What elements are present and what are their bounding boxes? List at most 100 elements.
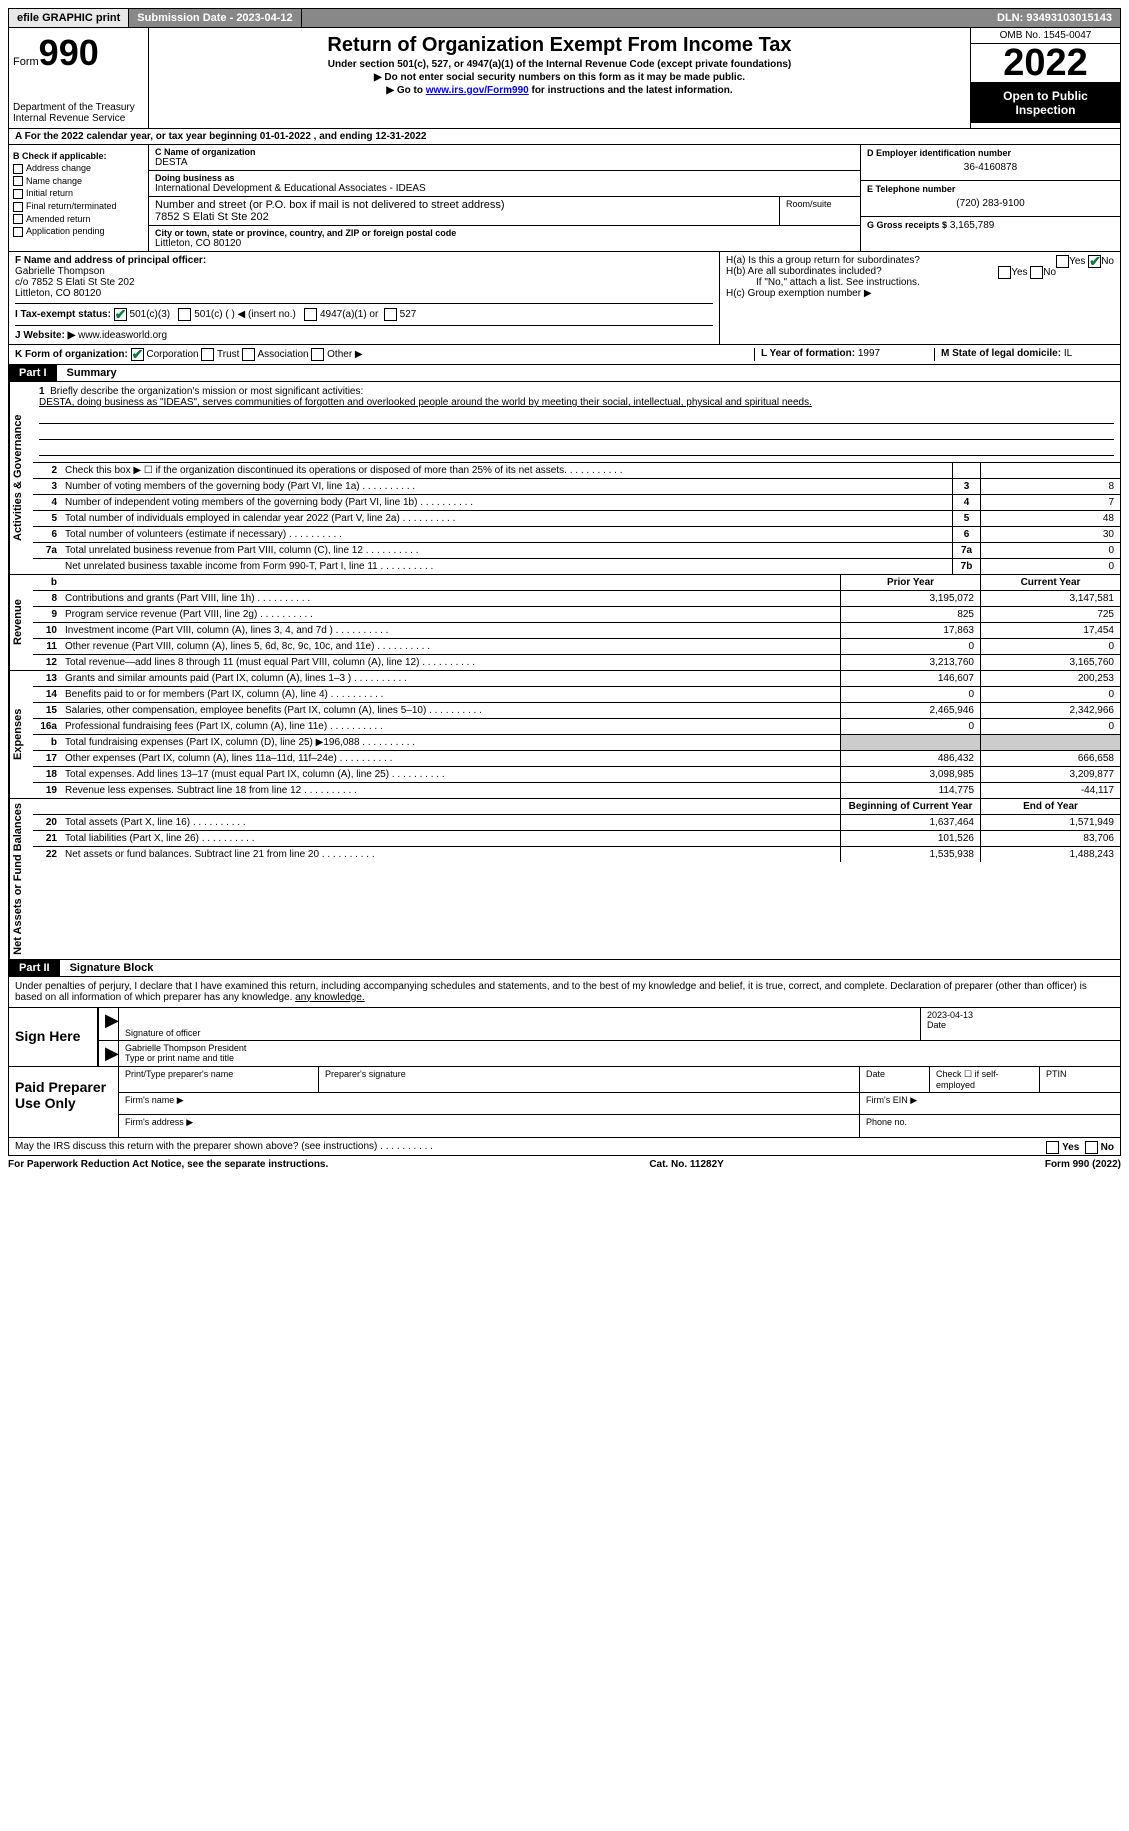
submission-date: Submission Date - 2023-04-12: [129, 9, 301, 27]
phone-value: (720) 283-9100: [867, 194, 1114, 213]
check-501c[interactable]: [178, 308, 191, 321]
discuss-yes[interactable]: [1046, 1141, 1059, 1154]
form-header: Form990 Department of the Treasury Inter…: [8, 28, 1121, 129]
summary-row: 11Other revenue (Part VIII, column (A), …: [33, 639, 1120, 655]
summary-row: 18Total expenses. Add lines 13–17 (must …: [33, 767, 1120, 783]
ein-value: 36-4160878: [867, 158, 1114, 177]
website-value: www.ideasworld.org: [78, 330, 167, 341]
summary-row: 20Total assets (Part X, line 16) 1,637,4…: [33, 815, 1120, 831]
discuss-no[interactable]: [1085, 1141, 1098, 1154]
sign-here-block: Sign Here ▶ Signature of officer 2023-04…: [8, 1008, 1121, 1067]
room-label: Room/suite: [780, 197, 860, 225]
org-name: DESTA: [155, 157, 854, 168]
arrow-icon: ▶: [99, 1041, 119, 1066]
summary-row: Net unrelated business taxable income fr…: [33, 559, 1120, 574]
exp-section: Expenses 13Grants and similar amounts pa…: [8, 671, 1121, 799]
summary-row: 3Number of voting members of the governi…: [33, 479, 1120, 495]
check-501c3[interactable]: [114, 308, 127, 321]
check-name-change[interactable]: [13, 176, 23, 186]
check-527[interactable]: [384, 308, 397, 321]
summary-row: 9Program service revenue (Part VIII, lin…: [33, 607, 1120, 623]
officer-addr1: c/o 7852 S Elati St Ste 202: [15, 277, 713, 288]
summary-row: 7aTotal unrelated business revenue from …: [33, 543, 1120, 559]
paperwork-notice: For Paperwork Reduction Act Notice, see …: [8, 1159, 328, 1170]
dln-label: DLN: 93493103015143: [989, 9, 1120, 27]
ha-yes[interactable]: [1056, 255, 1069, 268]
paid-prep-label: Paid Preparer Use Only: [9, 1067, 119, 1137]
dba-label: Doing business as: [155, 173, 854, 183]
check-address-change[interactable]: [13, 164, 23, 174]
summary-row: 10Investment income (Part VIII, column (…: [33, 623, 1120, 639]
summary-row: 12Total revenue—add lines 8 through 11 (…: [33, 655, 1120, 670]
vtab-net-assets: Net Assets or Fund Balances: [9, 799, 33, 959]
summary-row: 19Revenue less expenses. Subtract line 1…: [33, 783, 1120, 798]
sign-here-label: Sign Here: [9, 1008, 99, 1066]
c-label: C Name of organization: [155, 147, 854, 157]
ha-no[interactable]: [1088, 255, 1101, 268]
city-label: City or town, state or province, country…: [155, 228, 854, 238]
summary-row: 4Number of independent voting members of…: [33, 495, 1120, 511]
header-spacer: [302, 9, 989, 27]
summary-row: 15Salaries, other compensation, employee…: [33, 703, 1120, 719]
j-label: J Website: ▶: [15, 330, 75, 341]
dba-value: International Development & Educational …: [155, 183, 854, 194]
irs-link[interactable]: www.irs.gov/Form990: [426, 85, 529, 96]
subtitle-1: Under section 501(c), 527, or 4947(a)(1)…: [153, 59, 966, 70]
subtitle-3: ▶ Go to www.irs.gov/Form990 for instruct…: [153, 85, 966, 96]
hb-yes[interactable]: [998, 266, 1011, 279]
g-label: G Gross receipts $: [867, 220, 947, 230]
tax-year: 2022: [971, 44, 1120, 83]
sign-date: 2023-04-13: [927, 1010, 1114, 1020]
officer-print-name: Gabrielle Thompson President: [125, 1043, 1114, 1053]
summary-row: bTotal fundraising expenses (Part IX, co…: [33, 735, 1120, 751]
discuss-row: May the IRS discuss this return with the…: [8, 1138, 1121, 1156]
summary-row: 16aProfessional fundraising fees (Part I…: [33, 719, 1120, 735]
i-label: I Tax-exempt status:: [15, 309, 111, 320]
summary-row: 22Net assets or fund balances. Subtract …: [33, 847, 1120, 862]
check-other[interactable]: [311, 348, 324, 361]
summary-row: 14Benefits paid to or for members (Part …: [33, 687, 1120, 703]
form-title: Return of Organization Exempt From Incom…: [153, 34, 966, 57]
street-label: Number and street (or P.O. box if mail i…: [155, 199, 773, 211]
summary-row: 6Total number of volunteers (estimate if…: [33, 527, 1120, 543]
part2-header: Part II Signature Block: [8, 960, 1121, 977]
check-assoc[interactable]: [242, 348, 255, 361]
street-value: 7852 S Elati St Ste 202: [155, 211, 773, 223]
summary-row: 8Contributions and grants (Part VIII, li…: [33, 591, 1120, 607]
dept-label: Department of the Treasury Internal Reve…: [13, 102, 144, 124]
hb-no[interactable]: [1030, 266, 1043, 279]
subtitle-2: ▶ Do not enter social security numbers o…: [153, 72, 966, 83]
signature-declaration: Under penalties of perjury, I declare th…: [8, 977, 1121, 1008]
summary-row: 21Total liabilities (Part X, line 26) 10…: [33, 831, 1120, 847]
row-a-period: A For the 2022 calendar year, or tax yea…: [8, 129, 1121, 145]
gross-receipts: 3,165,789: [950, 220, 995, 231]
form-id: Form 990 (2022): [1045, 1159, 1121, 1170]
check-app-pending[interactable]: [13, 227, 23, 237]
vtab-revenue: Revenue: [9, 575, 33, 670]
arrow-icon: ▶: [99, 1008, 119, 1040]
officer-addr2: Littleton, CO 80120: [15, 288, 713, 299]
b-label: B Check if applicable:: [13, 151, 144, 161]
check-amended[interactable]: [13, 214, 23, 224]
header-bar: efile GRAPHIC print Submission Date - 20…: [8, 8, 1121, 28]
check-final-return[interactable]: [13, 202, 23, 212]
city-value: Littleton, CO 80120: [155, 238, 854, 249]
check-corp[interactable]: [131, 348, 144, 361]
summary-row: 2Check this box ▶ ☐ if the organization …: [33, 463, 1120, 479]
section-b: B Check if applicable: Address change Na…: [8, 145, 1121, 252]
state-domicile: IL: [1064, 348, 1072, 359]
gov-section: Activities & Governance 1 Briefly descri…: [8, 382, 1121, 575]
officer-name: Gabrielle Thompson: [15, 266, 713, 277]
row-k: K Form of organization: Corporation Trus…: [8, 345, 1121, 365]
check-initial-return[interactable]: [13, 189, 23, 199]
vtab-governance: Activities & Governance: [9, 382, 33, 574]
net-section: Net Assets or Fund Balances Beginning of…: [8, 799, 1121, 960]
efile-print-button[interactable]: efile GRAPHIC print: [9, 9, 129, 27]
check-trust[interactable]: [201, 348, 214, 361]
footer: For Paperwork Reduction Act Notice, see …: [8, 1156, 1121, 1173]
f-label: F Name and address of principal officer:: [15, 255, 713, 266]
check-4947[interactable]: [304, 308, 317, 321]
summary-row: 13Grants and similar amounts paid (Part …: [33, 671, 1120, 687]
form-number: 990: [39, 32, 99, 73]
vtab-expenses: Expenses: [9, 671, 33, 798]
